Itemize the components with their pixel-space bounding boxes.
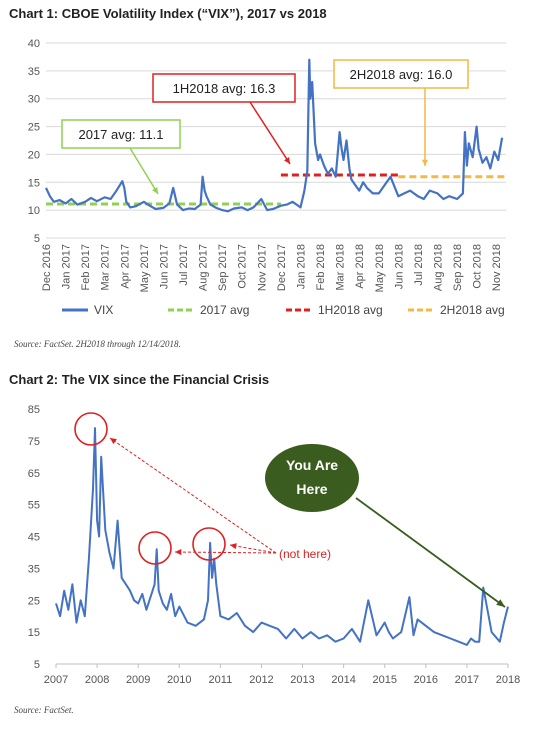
legend-label: 2H2018 avg [440,303,505,317]
x-tick-label: 2008 [85,674,109,686]
x-tick-label: 2007 [44,674,68,686]
arrow-to-2010-head [230,543,237,550]
arrow-to-2008-head [110,438,117,445]
vix-line [55,427,509,646]
arrow-to-2010 [229,544,277,554]
y-tick-label: 35 [28,66,40,78]
chart2-title: Chart 2: The VIX since the Financial Cri… [9,372,270,387]
x-tick-label: 2014 [331,674,355,686]
y-tick-label: 25 [28,122,40,134]
x-tick-label: Aug 2017 [198,244,210,291]
callout-2017-box [61,119,181,149]
x-tick-label: 2013 [290,674,314,686]
vix-line [45,58,504,213]
y-tick-label: 55 [28,500,40,512]
x-tick-label: Nov 2017 [256,244,268,291]
x-tick-label: Jul 2018 [413,244,425,286]
y-tick-label: 40 [28,38,40,50]
arrow-2h2018-head [421,159,429,166]
arrow-to-2009-head [175,549,182,556]
you-are-here-arrow-head [496,599,505,607]
x-tick-label: Apr 2018 [354,244,366,289]
y-tick-label: 15 [28,627,40,639]
x-tick-label: Jun 2018 [393,244,405,289]
y-tick-label: 10 [28,205,40,217]
arrow-2017-head [152,187,158,194]
legend-label: 2017 avg [200,303,249,317]
x-tick-label: Jan 2018 [295,244,307,289]
callout-2017-label: 2017 avg: 11.1 [78,127,163,142]
y-tick-label: 25 [28,595,40,607]
you-are-here-line2: Here [296,481,327,497]
you-are-here-line1: You Are [286,457,338,473]
arrow-to-2008 [109,437,277,554]
arrow-1h2018 [249,101,291,165]
y-tick-label: 20 [28,149,40,161]
x-tick-label: May 2018 [374,244,386,292]
x-tick-label: 2015 [372,674,396,686]
callout-2h2018-label: 2H2018 avg: 16.0 [350,67,453,82]
x-tick-label: Jul 2017 [178,244,190,286]
x-tick-label: Mar 2018 [335,244,347,290]
peak-circle [192,527,226,561]
arrow-1h2018-head [284,157,290,164]
x-tick-label: Apr 2017 [119,244,131,289]
y-tick-label: 30 [28,94,40,106]
x-tick-label: Feb 2018 [315,244,327,290]
x-tick-label: Sep 2018 [452,244,464,291]
you-are-here-arrow [355,497,506,608]
x-tick-label: Jan 2017 [61,244,73,289]
x-tick-label: 2009 [126,674,150,686]
y-tick-label: 15 [28,177,40,189]
x-tick-label: Feb 2017 [80,244,92,290]
callout-1h2018-box [152,73,296,103]
legend-label: VIX [94,303,113,317]
x-tick-label: Mar 2017 [100,244,112,290]
x-tick-label: 2017 [455,674,479,686]
y-tick-label: 75 [28,436,40,448]
arrow-to-2009 [174,551,277,554]
not-here-label: (not here) [279,547,331,561]
x-tick-label: 2010 [167,674,191,686]
you-are-here-bubble [265,444,359,512]
x-tick-label: 2012 [249,674,273,686]
y-tick-label: 65 [28,468,40,480]
x-tick-label: Sep 2017 [217,244,229,291]
x-tick-label: 2018 [496,674,520,686]
x-tick-label: Aug 2018 [432,244,444,291]
legend-label: 1H2018 avg [318,303,383,317]
x-tick-label: Nov 2018 [491,244,503,291]
y-tick-label: 45 [28,532,40,544]
chart1-title: Chart 1: CBOE Volatility Index (“VIX”), … [9,6,327,21]
x-tick-label: Dec 2016 [41,244,53,291]
callout-2h2018-box [333,59,469,89]
x-tick-label: Dec 2017 [276,244,288,291]
y-tick-label: 5 [34,233,40,245]
arrow-2017 [129,147,159,195]
callout-1h2018-label: 1H2018 avg: 16.3 [173,81,276,96]
chart1-plot: 5 10 15 20 25 30 35 40 Dec 2016 Jan 2017 Feb 2017 M… [28,38,506,317]
chart1-source: Source: FactSet. 2H2018 through 12/14/20… [14,339,181,349]
y-tick-label: 35 [28,563,40,575]
chart2-source: Source: FactSet. [14,705,74,715]
peak-circle [74,412,108,446]
x-tick-label: 2011 [209,674,233,686]
y-tick-label: 5 [34,659,40,671]
y-tick-label: 85 [28,404,40,416]
peak-circle [138,531,172,565]
x-tick-label: 2016 [414,674,438,686]
x-tick-label: May 2017 [139,244,151,292]
x-tick-label: Oct 2017 [237,244,249,289]
x-tick-label: Oct 2018 [472,244,484,289]
x-tick-label: Jun 2017 [158,244,170,289]
